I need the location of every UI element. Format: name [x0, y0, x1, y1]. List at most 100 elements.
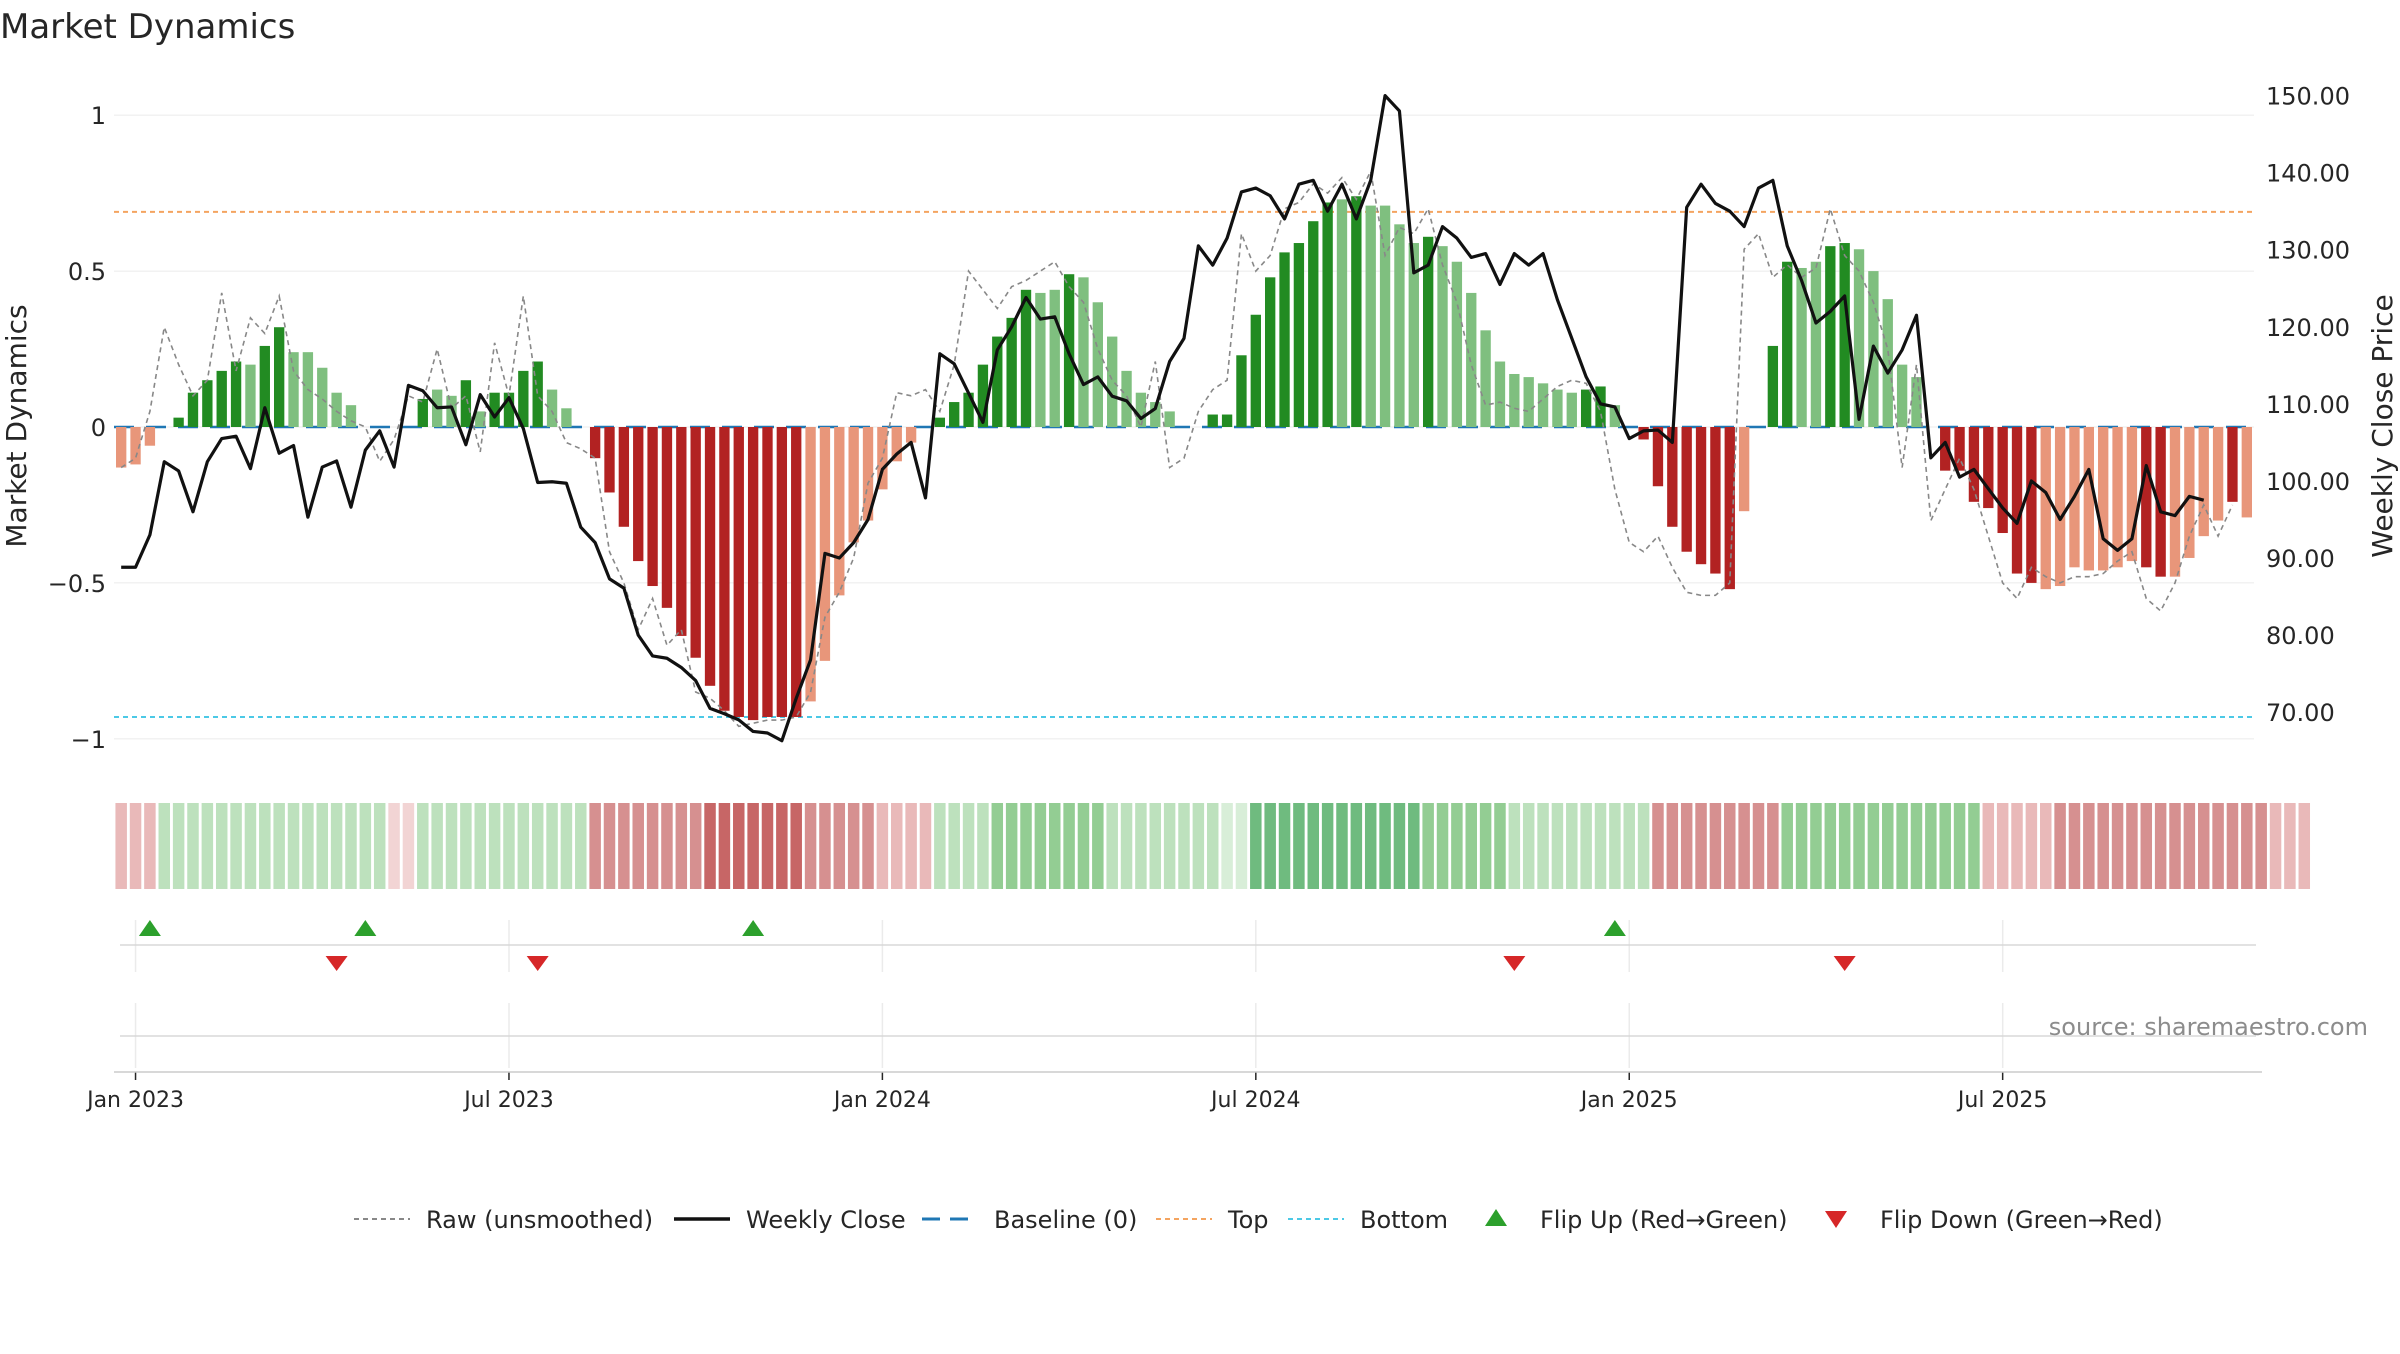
regime-cell	[1910, 803, 1923, 889]
regime-cell	[1882, 803, 1894, 889]
market-dynamics-bar	[647, 427, 658, 587]
market-dynamics-bar	[2212, 427, 2224, 521]
market-dynamics-bar	[2141, 427, 2152, 568]
market-dynamics-bar	[1279, 252, 1290, 427]
regime-cell	[1566, 803, 1578, 889]
market-dynamics-bar	[1480, 330, 1491, 427]
regime-cell	[934, 803, 946, 889]
regime-cell	[1465, 803, 1477, 889]
market-dynamics-bar	[1695, 427, 1707, 565]
x-tick-label: Jul 2023	[462, 1088, 554, 1113]
regime-cell	[1120, 803, 1133, 889]
legend-swatch-flip-down	[1825, 1211, 1847, 1228]
regime-cell	[1336, 803, 1348, 889]
y-tick-label-right: 90.00	[2266, 545, 2335, 573]
market-dynamics-bar	[1997, 427, 2008, 534]
y-tick-label-left: 0.5	[68, 258, 106, 286]
market-dynamics-bar	[791, 427, 802, 717]
market-dynamics-bar	[1853, 249, 1865, 427]
regime-cell	[1020, 803, 1032, 889]
y-tick-label-left: −0.5	[48, 570, 106, 598]
regime-cell	[847, 803, 860, 889]
regime-cell	[345, 803, 357, 889]
regime-cell	[833, 803, 846, 889]
regime-cell	[1178, 803, 1190, 889]
weekly-close-line	[121, 93, 2205, 743]
flip-down-marker	[1833, 956, 1856, 971]
market-dynamics-bar	[848, 427, 859, 543]
regime-cell	[560, 803, 573, 889]
regime-cell	[2040, 803, 2052, 889]
regime-cell	[1652, 803, 1664, 889]
regime-cell	[977, 803, 989, 889]
regime-cell	[1106, 803, 1118, 889]
market-dynamics-bar	[1394, 224, 1405, 427]
regime-cell	[546, 803, 558, 889]
market-dynamics-bar	[1738, 427, 1750, 512]
source-note: source: sharemaestro.com	[2049, 1013, 2368, 1041]
regime-cell	[417, 803, 429, 889]
regime-cell	[373, 803, 386, 889]
market-dynamics-bar	[934, 417, 946, 427]
market-dynamics-bar	[1940, 427, 1951, 471]
flip-down-marker	[325, 956, 348, 971]
regime-cell	[1680, 803, 1693, 889]
regime-cell	[1623, 803, 1635, 889]
regime-cell	[2154, 803, 2167, 889]
legend-label: Baseline (0)	[994, 1206, 1137, 1234]
market-dynamics-bar	[1422, 236, 1434, 427]
market-dynamics-bar	[589, 427, 601, 459]
regime-cell	[1968, 803, 1980, 889]
x-tick-label: Jul 2024	[1209, 1088, 1301, 1113]
regime-cell	[273, 803, 285, 889]
regime-cell	[891, 803, 903, 889]
regime-cell	[2126, 803, 2138, 889]
regime-strip	[115, 803, 2311, 889]
regime-cell	[575, 803, 587, 889]
market-dynamics-bar	[1408, 243, 1419, 427]
market-dynamics-bar	[417, 398, 428, 427]
regime-cell	[1092, 803, 1104, 889]
regime-cell	[259, 803, 271, 889]
market-dynamics-bar	[1667, 427, 1678, 527]
market-dynamics-bar	[2112, 427, 2123, 568]
market-dynamics-bar	[1896, 364, 1908, 427]
market-dynamics-bar	[1049, 289, 1060, 427]
market-dynamics-bar	[532, 361, 543, 427]
market-dynamics-bar	[518, 370, 529, 427]
market-dynamics-bar	[1207, 414, 1218, 427]
market-dynamics-bar	[1580, 389, 1592, 427]
market-dynamics-bar	[561, 408, 572, 427]
market-dynamics-bar	[762, 427, 773, 717]
regime-cell	[359, 803, 372, 889]
raw-line	[120, 168, 2234, 728]
market-dynamics-bar	[317, 367, 328, 427]
regime-cell	[589, 803, 601, 889]
regime-cell	[1594, 803, 1607, 889]
market-dynamics-bar	[2155, 427, 2166, 577]
market-dynamics-bar	[2040, 427, 2051, 590]
market-dynamics-bar	[633, 427, 644, 562]
y-tick-label-right: 120.00	[2266, 314, 2350, 342]
regime-cell	[431, 803, 443, 889]
market-dynamics-bar	[1537, 383, 1549, 427]
market-dynamics-bar	[1351, 196, 1362, 427]
regime-cell	[2097, 803, 2109, 889]
regime-cell	[905, 803, 917, 889]
market-dynamics-bar	[116, 427, 127, 468]
market-dynamics-bar	[747, 427, 759, 721]
y-tick-label-right: 70.00	[2266, 699, 2335, 727]
regime-cell	[1321, 803, 1334, 889]
y-tick-label-right: 110.00	[2266, 391, 2350, 419]
regime-cell	[1307, 803, 1320, 889]
market-dynamics-bar	[1308, 221, 1319, 427]
regime-cell	[632, 803, 644, 889]
market-dynamics-bar	[2184, 427, 2195, 558]
legend-label: Weekly Close	[746, 1206, 906, 1234]
market-dynamics-bar	[1121, 370, 1132, 427]
regime-cell	[474, 803, 486, 889]
regime-cell	[287, 803, 300, 889]
flip-up-marker	[1603, 920, 1626, 936]
regime-cell	[2226, 803, 2239, 889]
regime-cell	[1494, 803, 1506, 889]
